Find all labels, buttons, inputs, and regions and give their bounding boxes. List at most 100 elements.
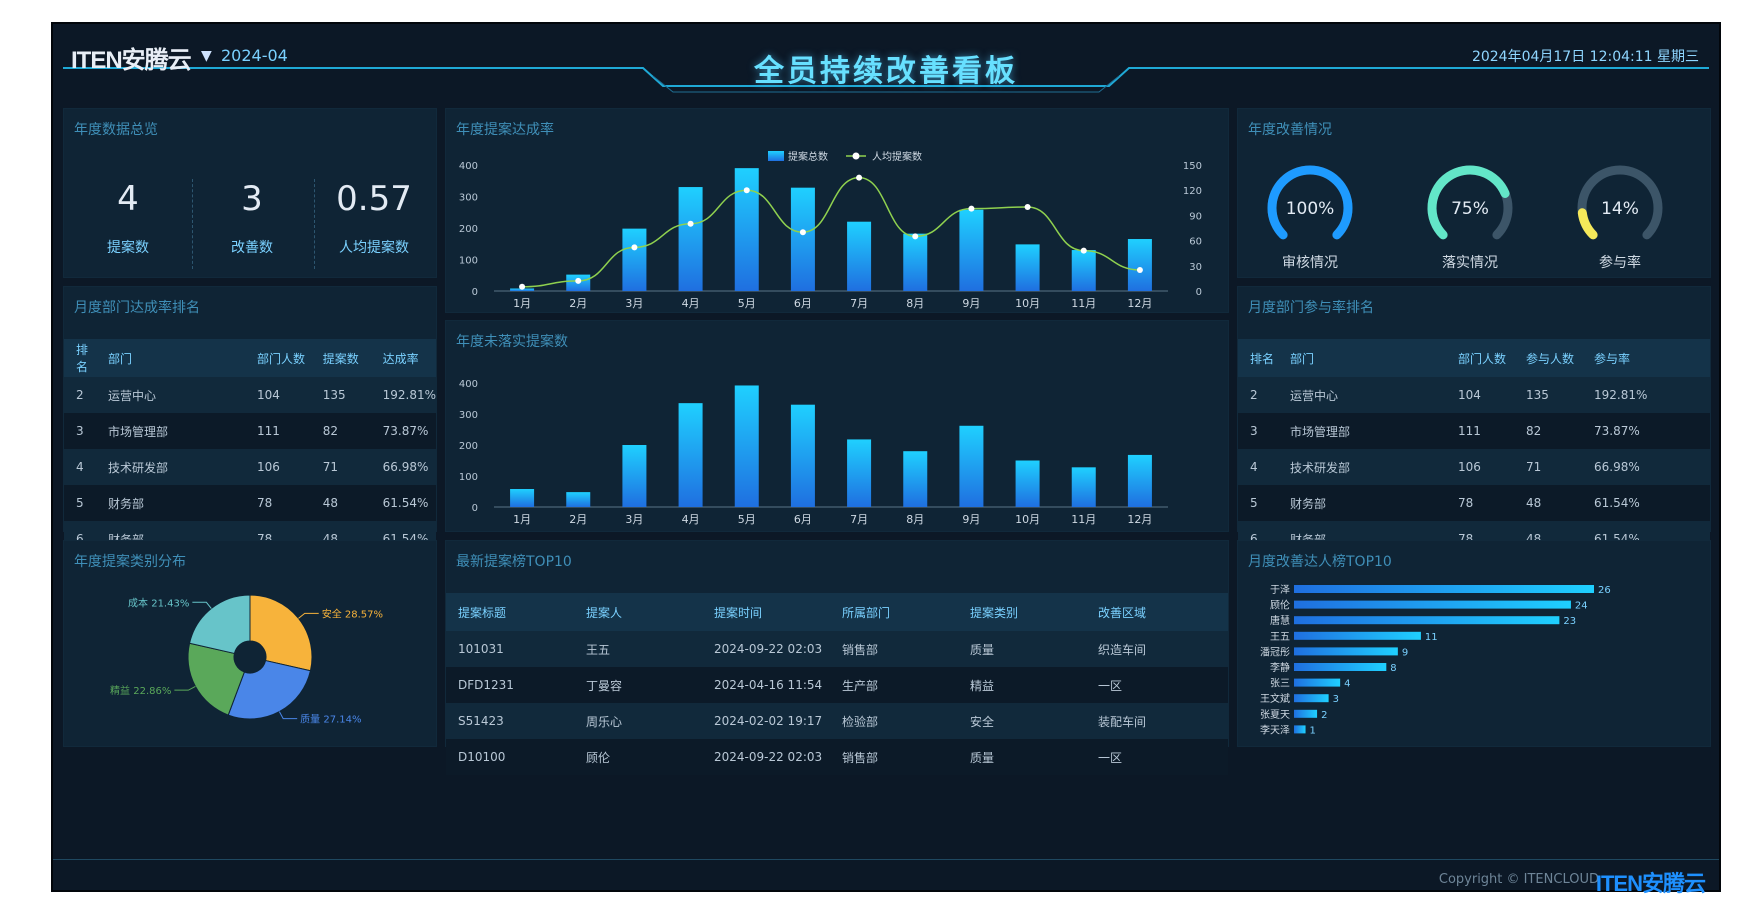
bar <box>1294 678 1341 687</box>
bar <box>959 209 984 291</box>
bar <box>622 445 647 507</box>
table-cell: 技术研发部 <box>1278 449 1446 485</box>
bar <box>1015 460 1040 507</box>
table-body: 2 运营中心 104 135 192.81% 3 市场管理部 111 82 73.87% 4 技术研发… <box>64 377 436 557</box>
bar <box>678 403 703 507</box>
table-cell: 135 <box>310 377 371 413</box>
table-row[interactable]: 3 市场管理部 111 82 73.87% <box>64 413 436 449</box>
gauge-label: 落实情况 <box>1442 255 1498 271</box>
pie-slice <box>188 594 251 655</box>
table-cell: 106 <box>1446 449 1514 485</box>
column-header: 排名 <box>1238 339 1278 377</box>
bar <box>1294 647 1398 656</box>
divider <box>192 179 193 269</box>
column-header: 提案数 <box>310 339 371 377</box>
line-point <box>575 277 582 284</box>
pie-leader-line <box>192 601 212 609</box>
table-cell: 101031 <box>446 631 574 667</box>
x-tick-label: 7月 <box>850 513 868 526</box>
implemented-panel: 年度未落实提案数 0 100 200 300 400 1月 2月 3月 4月 5月 6月 7月 8月 9月… <box>445 320 1229 532</box>
column-header: 提案人 <box>574 593 702 631</box>
table-cell: 检验部 <box>830 703 958 739</box>
table-cell: 运营中心 <box>95 377 246 413</box>
table-row[interactable]: 4 技术研发部 106 71 66.98% <box>64 449 436 485</box>
line-point <box>519 283 526 290</box>
top10-panel: 月度改善达人榜TOP10 于泽 26 顾伦 24 唐慧 23 王五 11 潘冠彤 9 李静 8 张三 4 王… <box>1237 540 1711 747</box>
column-header: 部门 <box>95 339 246 377</box>
month-selector[interactable]: 2024-04 <box>221 46 288 65</box>
chevron-down-icon[interactable]: ▼ <box>201 48 212 64</box>
bar-value-label: 26 <box>1598 585 1611 596</box>
gauge-fill <box>1267 165 1353 240</box>
column-header: 提案标题 <box>446 593 574 631</box>
table-header-row: 提案标题 提案人 提案时间 所属部门 提案类别 改善区域 <box>446 593 1228 631</box>
table-row[interactable]: S51423 周乐心 2024-02-02 19:17 检验部 安全 装配车间 <box>446 703 1228 739</box>
table-cell: 73.87% <box>370 413 436 449</box>
column-header: 参与人数 <box>1514 339 1582 377</box>
bar-value-label: 4 <box>1344 679 1350 690</box>
bar <box>678 187 703 291</box>
table-cell: 质量 <box>958 631 1086 667</box>
bar-category-label: 顾伦 <box>1270 599 1290 612</box>
bar <box>1294 725 1306 734</box>
stat-label: 人均提案数 <box>339 240 409 256</box>
gauge-value: 75% <box>1451 199 1489 219</box>
table-cell: 71 <box>310 449 371 485</box>
line-point <box>968 205 975 212</box>
bar-value-label: 2 <box>1321 710 1327 721</box>
x-tick-label: 2月 <box>569 513 587 526</box>
panel-title: 年度改善情况 <box>1248 122 1332 138</box>
pie-slice <box>249 594 313 672</box>
bar <box>903 233 928 291</box>
bar-category-label: 张夏天 <box>1260 709 1290 721</box>
stat-value: 4 <box>117 179 139 219</box>
table-row[interactable]: D10100 顾伦 2024-09-22 02:03 销售部 质量 一区 <box>446 739 1228 775</box>
column-header: 所属部门 <box>830 593 958 631</box>
table-row[interactable]: 4 技术研发部 106 71 66.98% <box>1238 449 1710 485</box>
panel-title: 最新提案榜TOP10 <box>456 554 572 570</box>
x-tick-label: 12月 <box>1127 297 1152 310</box>
table-row[interactable]: 5 财务部 78 48 61.54% <box>64 485 436 521</box>
gauge-participation: 14% 参与率 <box>1568 164 1672 272</box>
table-row[interactable]: 5 财务部 78 48 61.54% <box>1238 485 1710 521</box>
header: ITEN安腾云 ▼ 2024-04 全员持续改善看板 2024年04月17日 1… <box>53 24 1719 96</box>
x-tick-label: 10月 <box>1015 513 1040 526</box>
participation-rank-table: 排名 部门 部门人数 参与人数 参与率 2 运营中心 104 135 192.81% 3 市… <box>1238 339 1710 557</box>
line-point <box>1080 247 1087 254</box>
table-cell: 精益 <box>958 667 1086 703</box>
bar <box>566 492 591 507</box>
line-point <box>856 174 863 181</box>
table-cell: 82 <box>1514 413 1582 449</box>
y-tick-label: 300 <box>459 410 478 421</box>
y-right-tick-label: 0 <box>1196 287 1202 298</box>
pie-slice <box>227 659 312 720</box>
table-row[interactable]: DFD1231 丁曼容 2024-04-16 11:54 生产部 精益 一区 <box>446 667 1228 703</box>
table-cell: 61.54% <box>370 485 436 521</box>
dashboard-frame: ITEN安腾云 ▼ 2024-04 全员持续改善看板 2024年04月17日 1… <box>51 22 1721 896</box>
bar-category-label: 李静 <box>1270 661 1290 674</box>
table-cell: 顾伦 <box>574 739 702 775</box>
bar <box>1294 616 1560 625</box>
legend-label: 人均提案数 <box>872 150 922 163</box>
divider <box>314 179 315 269</box>
latest-panel: 最新提案榜TOP10 提案标题 提案人 提案时间 所属部门 提案类别 改善区域 … <box>445 540 1229 775</box>
y-tick-label: 300 <box>459 193 478 204</box>
table-cell: 财务部 <box>95 485 246 521</box>
x-tick-label: 6月 <box>794 297 812 310</box>
y-tick-label: 0 <box>472 503 478 514</box>
table-row[interactable]: 2 运营中心 104 135 192.81% <box>64 377 436 413</box>
footer-logo: ITEN安腾云 <box>1595 871 1706 896</box>
table-row[interactable]: 3 市场管理部 111 82 73.87% <box>1238 413 1710 449</box>
table-row[interactable]: 2 运营中心 104 135 192.81% <box>1238 377 1710 413</box>
implemented-chart: 0 100 200 300 400 1月 2月 3月 4月 5月 6月 7月 8月 9月 10月 11月 12月 <box>459 379 1168 526</box>
panel-title: 年度数据总览 <box>74 122 158 138</box>
x-tick-label: 7月 <box>850 297 868 310</box>
x-tick-label: 4月 <box>682 297 700 310</box>
table-cell: 61.54% <box>1582 485 1710 521</box>
table-row[interactable]: 101031 王五 2024-09-22 02:03 销售部 质量 织造车间 <box>446 631 1228 667</box>
dept-rank-table: 排名 部门 部门人数 提案数 达成率 2 运营中心 104 135 192.81% 3 市场… <box>64 339 436 557</box>
table-cell: 73.87% <box>1582 413 1710 449</box>
table-body: 101031 王五 2024-09-22 02:03 销售部 质量 织造车间 DFD1231… <box>446 631 1228 775</box>
bar-value-label: 24 <box>1575 601 1588 612</box>
table-cell: 82 <box>310 413 371 449</box>
